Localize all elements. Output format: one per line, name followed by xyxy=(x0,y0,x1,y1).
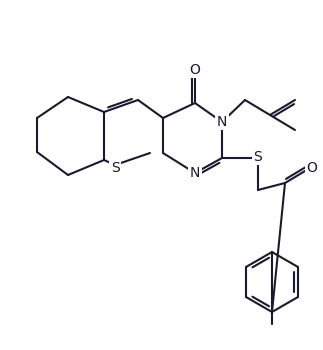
Text: O: O xyxy=(307,161,318,175)
Text: S: S xyxy=(254,150,262,164)
Text: N: N xyxy=(217,115,227,129)
Text: N: N xyxy=(190,166,200,180)
Text: O: O xyxy=(190,63,201,77)
Text: S: S xyxy=(110,161,120,175)
